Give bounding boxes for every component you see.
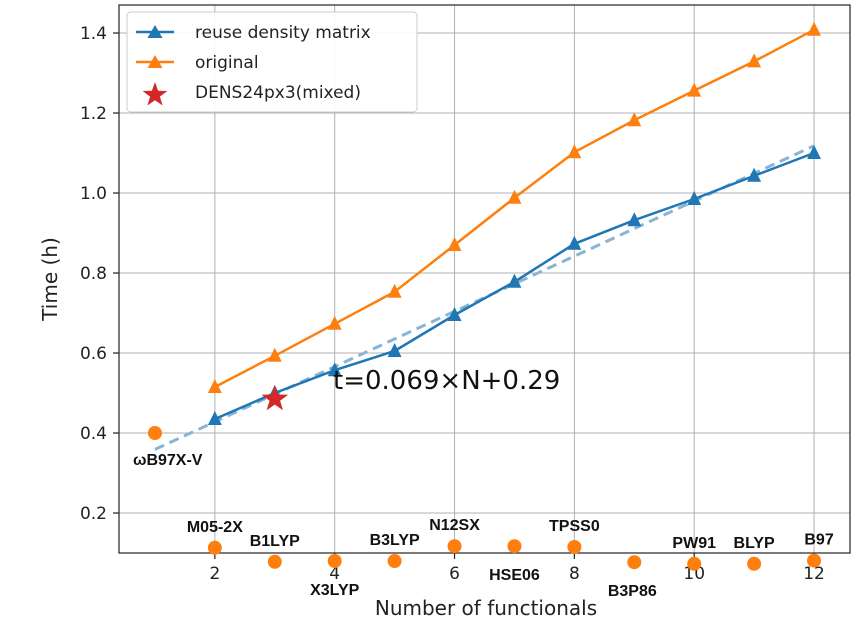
series-point-original	[327, 315, 342, 330]
fit-line	[154, 144, 815, 451]
functional-point	[267, 554, 282, 569]
series-point-reuse	[567, 235, 582, 250]
x-tick-label: 10	[683, 564, 705, 584]
series-point-reuse	[447, 307, 462, 321]
legend-marker-star	[142, 82, 168, 106]
functional-point	[447, 539, 462, 554]
functional-label: HSE06	[489, 567, 540, 584]
points-group	[147, 385, 822, 571]
functional-label: TPSS0	[549, 518, 600, 535]
series-point-original	[627, 112, 642, 127]
single-point	[147, 426, 162, 440]
fit-equation: t=0.069×N+0.29	[333, 366, 560, 396]
functional-label: X3LYP	[310, 582, 360, 599]
series-point-reuse	[747, 167, 762, 182]
legend-marker-original	[147, 55, 163, 68]
functional-label: BLYP	[734, 535, 776, 552]
x-tick-label: 12	[803, 564, 825, 584]
labels-group: ωB97X-V M05-2X B1LYP X3LYP B3LYP N12SX HSE06 TP…	[133, 452, 834, 600]
functional-point	[207, 540, 222, 555]
series-point-reuse	[627, 212, 642, 227]
series-point-original	[807, 21, 822, 36]
functional-point	[627, 555, 642, 570]
series-point-reuse	[687, 191, 702, 205]
functional-label: N12SX	[429, 517, 480, 534]
x-tick-label: 6	[449, 564, 460, 584]
y-tick-label: 0.4	[80, 424, 107, 444]
legend-label-star: DENS24px3(mixed)	[195, 83, 361, 103]
x-axis-label: Number of functionals	[375, 596, 597, 620]
series-point-original	[207, 379, 222, 393]
series-point-reuse	[807, 145, 822, 159]
legend-label-original: original	[195, 53, 259, 73]
functional-point	[327, 554, 342, 568]
series-point-original	[567, 144, 582, 159]
functional-label: B3P86	[608, 583, 657, 600]
y-tick-label: 0.6	[80, 344, 107, 364]
functional-label: B1LYP	[250, 533, 300, 550]
y-tick-label: 1.2	[80, 104, 107, 124]
functional-label: B3LYP	[370, 532, 420, 549]
y-tick-label: 1.0	[80, 184, 107, 204]
fit-line-group	[154, 144, 815, 451]
series-point-original	[267, 347, 282, 362]
series-point-reuse	[327, 362, 342, 377]
x-tick-label: 8	[569, 564, 580, 584]
series-point-original	[507, 189, 522, 204]
functional-point	[807, 553, 822, 568]
functional-point	[387, 554, 402, 568]
x-tick-label: 2	[209, 564, 220, 584]
legend-box	[126, 11, 418, 113]
grid	[119, 5, 850, 553]
series-point-original	[747, 53, 762, 68]
x-tick-label: 4	[329, 564, 340, 584]
single-point-label: ωB97X-V	[133, 452, 203, 469]
functional-point	[567, 540, 582, 554]
functional-label: M05-2X	[187, 519, 243, 536]
y-tick-label: 0.8	[80, 264, 107, 284]
legend-marker-reuse	[147, 25, 163, 38]
y-axis-label: Time (h)	[38, 237, 62, 322]
series-point-original	[687, 82, 702, 97]
series-point-reuse	[387, 343, 402, 357]
series-point-original	[447, 237, 462, 251]
series-point-original	[387, 283, 402, 298]
y-tick-label: 1.4	[80, 24, 107, 44]
legend: reuse density matrix original DENS24px3(…	[126, 11, 418, 113]
functional-point	[687, 556, 702, 571]
functional-point	[747, 556, 762, 571]
y-tick-label: 0.2	[80, 504, 107, 524]
star-point	[261, 385, 289, 411]
plot-frame	[118, 4, 851, 554]
legend-label-reuse: reuse density matrix	[195, 23, 371, 43]
functional-label: B97	[804, 532, 833, 549]
series-point-reuse	[207, 411, 222, 425]
functional-point	[507, 539, 522, 554]
series-point-reuse	[507, 273, 522, 288]
functional-label: PW91	[672, 535, 716, 552]
